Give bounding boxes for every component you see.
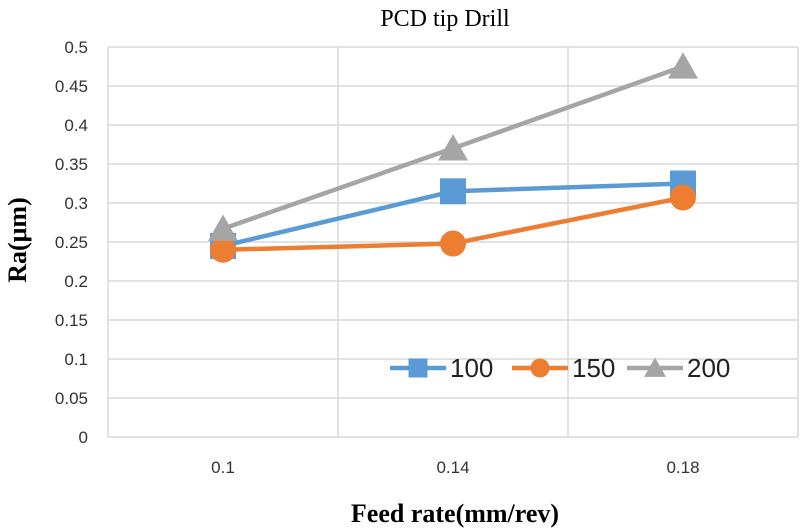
legend-label-200: 200 (687, 353, 730, 383)
triangle-marker (207, 214, 239, 241)
square-marker (408, 358, 428, 378)
triangle-marker (644, 357, 666, 377)
y-tick-label: 0.1 (64, 350, 88, 369)
y-tick-label: 0.45 (55, 77, 88, 96)
y-tick-label: 0.3 (64, 194, 88, 213)
series-group (207, 52, 699, 263)
x-axis-ticks: 0.1 0.14 0.18 (211, 458, 699, 477)
legend: 100 150 200 (390, 353, 730, 383)
y-tick-label: 0.15 (55, 311, 88, 330)
chart-title: PCD tip Drill (380, 6, 510, 32)
circle-marker (440, 230, 466, 257)
circle-marker (670, 184, 696, 211)
y-tick-label: 0.5 (64, 38, 88, 57)
y-tick-label: 0.25 (55, 233, 88, 252)
y-axis-ticks: 0 0.05 0.1 0.15 0.2 0.25 0.3 0.35 0.4 0.45 0.5 (55, 38, 88, 447)
y-tick-label: 0 (79, 428, 88, 447)
y-tick-label: 0.4 (64, 116, 88, 135)
y-axis-title: Ra(μm) (3, 197, 32, 283)
x-axis-title: Feed rate(mm/rev) (351, 499, 559, 528)
circle-marker (210, 236, 236, 263)
x-tick-label: 0.14 (436, 458, 469, 477)
circle-marker (530, 358, 550, 378)
square-marker (440, 178, 466, 205)
y-tick-label: 0.05 (55, 389, 88, 408)
x-tick-label: 0.18 (666, 458, 699, 477)
legend-label-100: 100 (450, 353, 493, 383)
y-tick-label: 0.2 (64, 272, 88, 291)
x-tick-label: 0.1 (211, 458, 235, 477)
legend-label-150: 150 (572, 353, 615, 383)
triangle-marker (667, 52, 699, 79)
y-tick-label: 0.35 (55, 155, 88, 174)
triangle-marker (437, 134, 469, 161)
